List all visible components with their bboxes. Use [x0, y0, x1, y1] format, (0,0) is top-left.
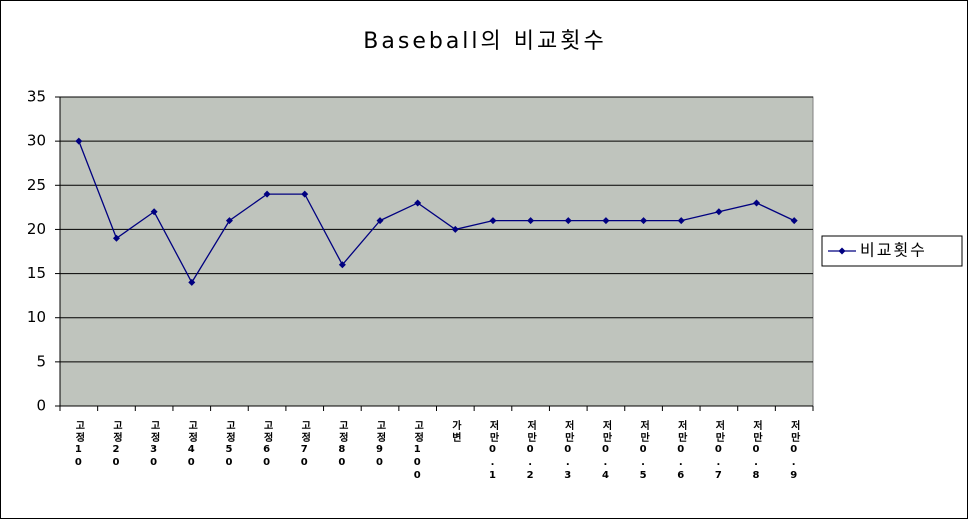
x-tick-label: 고정70	[299, 420, 311, 470]
data-point	[564, 217, 572, 225]
x-tick-label: 고정20	[110, 420, 122, 470]
data-point	[414, 199, 422, 207]
y-tick-label: 5	[36, 352, 46, 370]
data-point	[112, 234, 120, 242]
data-point	[338, 261, 346, 269]
data-point	[75, 137, 83, 145]
data-point	[263, 190, 271, 198]
data-point	[489, 217, 497, 225]
data-point	[527, 217, 535, 225]
data-point	[715, 208, 723, 216]
x-tick-label: 고정60	[261, 420, 273, 470]
x-tick-label: 저만0.8	[751, 419, 763, 483]
data-point	[790, 217, 798, 225]
x-tick-label: 고정10	[73, 420, 85, 470]
x-tick-label: 저만0.2	[525, 419, 537, 483]
y-tick-label: 35	[27, 88, 46, 106]
y-tick-label: 15	[27, 264, 46, 282]
x-tick-label: 고정50	[223, 420, 235, 470]
x-tick-label: 고정90	[374, 420, 386, 470]
x-tick-label: 고정100	[412, 420, 424, 483]
x-tick-label: 고정30	[148, 420, 160, 470]
data-point	[753, 199, 761, 207]
x-tick-label: 저만0.1	[487, 419, 499, 483]
x-tick-label: 저만0.5	[638, 419, 650, 483]
chart-title: Baseball의 비교횟수	[363, 29, 606, 54]
data-point	[451, 225, 459, 233]
x-tick-label: 가변	[449, 419, 461, 444]
data-point	[150, 208, 158, 216]
data-point	[301, 190, 309, 198]
y-tick-label: 20	[27, 220, 46, 238]
x-tick-label: 고정40	[186, 420, 198, 470]
x-tick-label: 저만0.4	[600, 419, 612, 483]
y-tick-label: 0	[36, 397, 46, 415]
data-point	[640, 217, 648, 225]
plot-area	[59, 96, 814, 407]
data-point	[188, 278, 196, 286]
x-tick-label: 고정80	[336, 420, 348, 470]
data-point	[225, 217, 233, 225]
data-point	[602, 217, 610, 225]
x-tick-label: 저만0.3	[562, 419, 574, 483]
y-tick-label: 10	[27, 308, 46, 326]
data-line	[78, 140, 795, 284]
x-tick-label: 저만0.7	[713, 419, 725, 483]
legend-label: 비교횟수	[860, 241, 927, 260]
y-tick-label: 30	[27, 132, 46, 150]
x-tick-label: 저만0.6	[675, 419, 687, 483]
data-point	[376, 217, 384, 225]
x-tick-label: 저만0.9	[788, 419, 800, 483]
data-point	[677, 217, 685, 225]
y-tick-label: 25	[27, 176, 46, 194]
legend-marker	[838, 247, 846, 255]
